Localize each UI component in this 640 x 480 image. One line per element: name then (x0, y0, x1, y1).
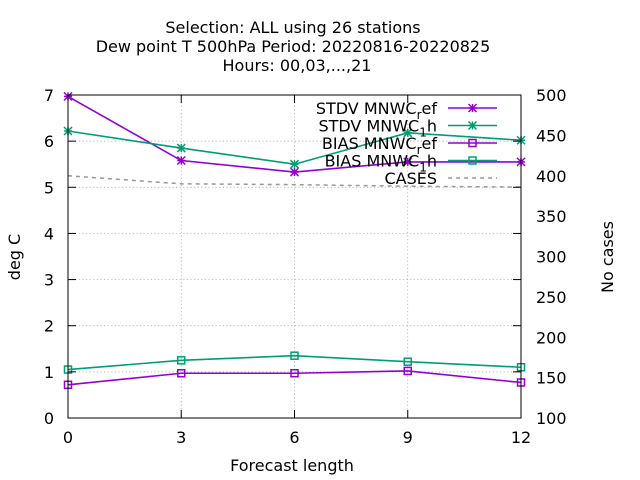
data-point (403, 357, 412, 366)
legend-label: STDV MNWC1h (318, 117, 437, 140)
x-tick-label: 3 (176, 428, 186, 447)
data-point (177, 368, 186, 378)
legend-entry: BIAS MNWC1h (325, 152, 497, 175)
x-tick-label: 12 (511, 428, 531, 447)
legend-entry: CASES (384, 169, 497, 188)
y2-tick-label: 150 (536, 369, 567, 388)
data-point (403, 128, 413, 138)
legend-label: BIAS MNWCref (322, 134, 437, 157)
legend-label: BIAS MNWC1h (325, 152, 437, 175)
x-tick-label: 6 (289, 428, 299, 447)
y-tick-label: 2 (44, 317, 54, 336)
y-tick-label: 4 (44, 224, 54, 243)
legend-entry: BIAS MNWCref (322, 134, 497, 157)
y2-tick-label: 250 (536, 288, 567, 307)
y-tick-label: 5 (44, 178, 54, 197)
data-point (290, 351, 299, 360)
data-point (176, 155, 186, 166)
legend-entry: STDV MNWCref (316, 99, 497, 122)
y2-axis-label: No cases (598, 221, 617, 293)
chart-title: Selection: ALL using 26 stations Dew poi… (96, 18, 491, 75)
legend-marker (467, 103, 478, 113)
title-line-2: Dew point T 500hPa Period: 20220816-2022… (96, 37, 491, 56)
y2-tick-label: 300 (536, 248, 567, 267)
legend-label: STDV MNWCref (316, 99, 438, 122)
data-point (290, 368, 299, 378)
data-point (289, 159, 300, 169)
y-tick-label: 0 (44, 409, 54, 428)
series-line (67, 370, 522, 386)
y2-tick-label: 200 (536, 328, 567, 347)
legend-entry: STDV MNWC1h (318, 117, 497, 140)
y2-tick-label: 100 (536, 409, 567, 428)
y-tick-label: 1 (44, 363, 54, 382)
y2-tick-label: 450 (536, 126, 567, 145)
legend-marker (467, 120, 478, 131)
data-point (289, 167, 300, 177)
data-point (177, 356, 186, 365)
series-line (67, 354, 522, 371)
x-tick-label: 9 (403, 428, 413, 447)
x-tick-label: 0 (63, 428, 73, 447)
y-tick-label: 3 (44, 271, 54, 290)
series-line (67, 130, 522, 166)
y2-tick-label: 500 (536, 86, 567, 105)
series-line (67, 175, 522, 188)
title-line-3: Hours: 00,03,...,21 (223, 56, 372, 75)
legend-marker (468, 156, 477, 165)
data-point (403, 157, 413, 167)
legend-label: CASES (384, 169, 437, 188)
data-point (176, 143, 186, 153)
y-tick-label: 7 (44, 86, 54, 105)
y-tick-label: 6 (44, 132, 54, 151)
y2-tick-label: 400 (536, 167, 567, 186)
y2-tick-label: 350 (536, 207, 567, 226)
title-line-1: Selection: ALL using 26 stations (165, 18, 420, 37)
series-lines (67, 95, 522, 386)
x-axis-label: Forecast length (230, 456, 354, 475)
legend-marker (468, 138, 477, 148)
y-axis-label: deg C (5, 234, 24, 280)
data-point (403, 366, 412, 376)
